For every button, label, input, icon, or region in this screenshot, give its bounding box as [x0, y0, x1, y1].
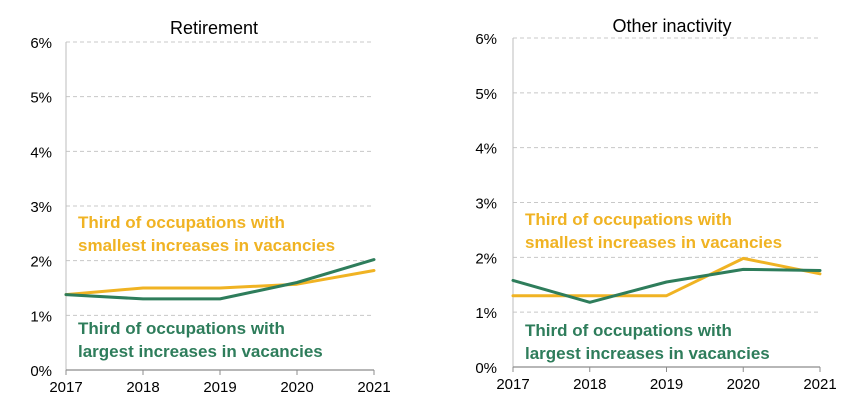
series-line: [511, 256, 822, 298]
y-tick-label: 0%: [475, 360, 497, 377]
x-tick-label: 2017: [496, 376, 529, 393]
y-tick-label: 0%: [30, 363, 52, 380]
x-tick-label: 2017: [49, 379, 82, 396]
x-tick-label: 2021: [803, 376, 836, 393]
x-tick-label: 2018: [573, 376, 606, 393]
y-tick-label: 6%: [30, 35, 52, 52]
x-tick-label: 2021: [357, 379, 390, 396]
y-tick-label: 4%: [30, 144, 52, 161]
y-tick-label: 3%: [475, 196, 497, 213]
series-label: Third of occupations with: [525, 210, 732, 229]
series-label: Third of occupations with: [78, 319, 285, 338]
chart-title: Other inactivity: [612, 16, 731, 36]
x-tick-label: 2018: [126, 379, 159, 396]
series-label: smallest increases in vacancies: [525, 233, 782, 252]
series-label: largest increases in vacancies: [525, 344, 770, 363]
y-tick-label: 4%: [475, 141, 497, 158]
y-tick-label: 1%: [30, 308, 52, 325]
x-tick-label: 2020: [727, 376, 760, 393]
chart-title: Retirement: [170, 18, 258, 38]
series-line: [64, 258, 376, 301]
series-line: [511, 267, 822, 304]
y-tick-label: 3%: [30, 199, 52, 216]
y-tick-label: 5%: [30, 90, 52, 107]
y-tick-label: 6%: [475, 31, 497, 48]
x-tick-label: 2019: [203, 379, 236, 396]
series-label: largest increases in vacancies: [78, 342, 323, 361]
y-tick-label: 2%: [475, 250, 497, 267]
series-label: Third of occupations with: [78, 213, 285, 232]
x-tick-label: 2019: [650, 376, 683, 393]
series-line: [64, 269, 376, 297]
series-label: smallest increases in vacancies: [78, 236, 335, 255]
y-tick-label: 1%: [475, 305, 497, 322]
y-tick-label: 5%: [475, 86, 497, 103]
series-label: Third of occupations with: [525, 321, 732, 340]
x-tick-label: 2020: [280, 379, 313, 396]
y-tick-label: 2%: [30, 254, 52, 271]
